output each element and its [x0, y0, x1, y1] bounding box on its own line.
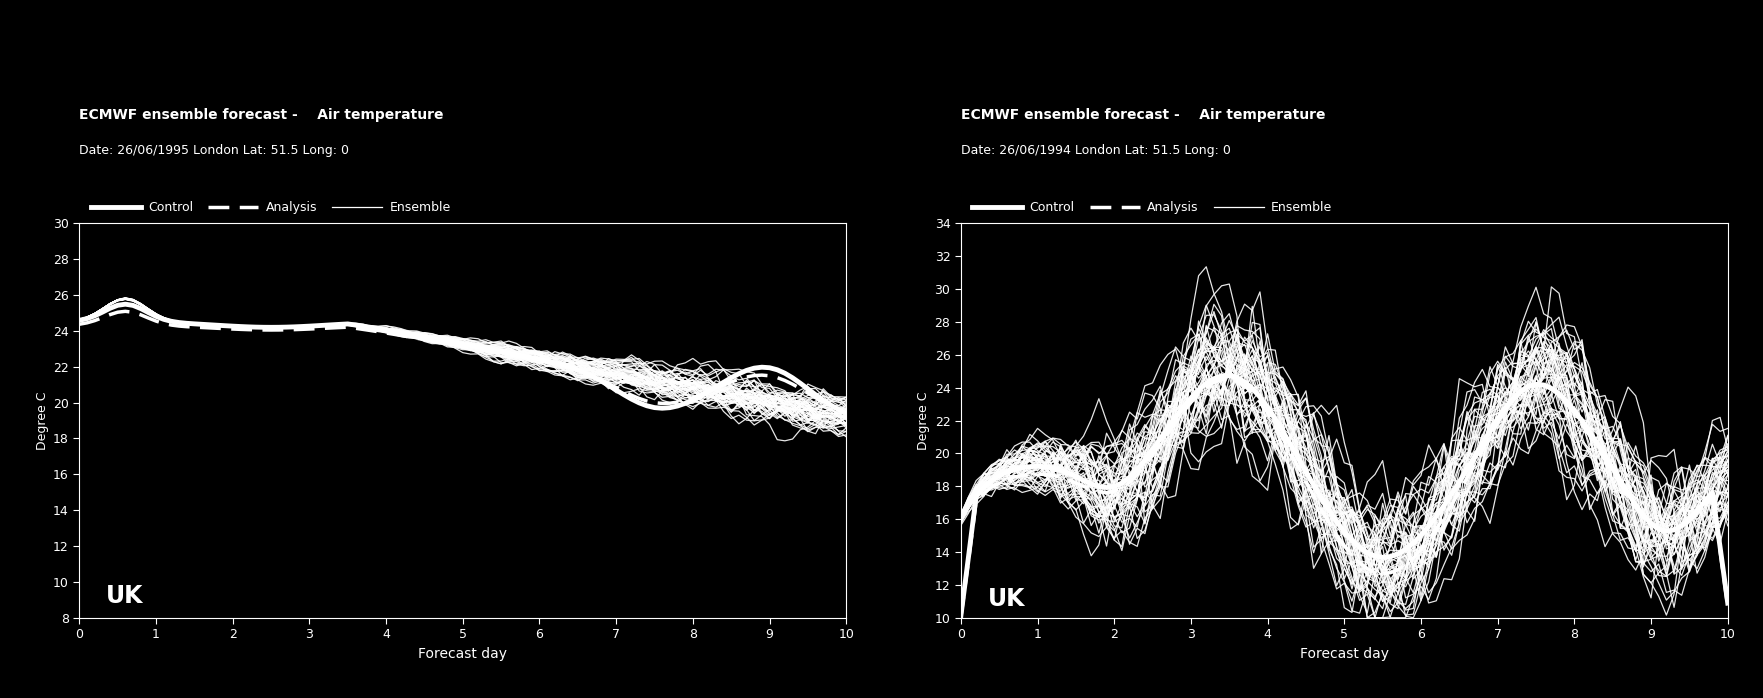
Y-axis label: Degree C: Degree C	[35, 392, 49, 450]
Legend: Control, Analysis, Ensemble: Control, Analysis, Ensemble	[86, 196, 457, 219]
Text: ECMWF ensemble forecast -    Air temperature: ECMWF ensemble forecast - Air temperatur…	[961, 108, 1326, 122]
Text: UK: UK	[987, 587, 1024, 611]
Legend: Control, Analysis, Ensemble: Control, Analysis, Ensemble	[968, 196, 1338, 219]
Text: UK: UK	[106, 584, 143, 609]
Y-axis label: Degree C: Degree C	[917, 392, 931, 450]
X-axis label: Forecast day: Forecast day	[418, 647, 508, 661]
Text: Date: 26/06/1995 London Lat: 51.5 Long: 0: Date: 26/06/1995 London Lat: 51.5 Long: …	[79, 144, 349, 157]
Text: ECMWF ensemble forecast -    Air temperature: ECMWF ensemble forecast - Air temperatur…	[79, 108, 444, 122]
X-axis label: Forecast day: Forecast day	[1299, 647, 1389, 661]
Text: Date: 26/06/1994 London Lat: 51.5 Long: 0: Date: 26/06/1994 London Lat: 51.5 Long: …	[961, 144, 1231, 157]
